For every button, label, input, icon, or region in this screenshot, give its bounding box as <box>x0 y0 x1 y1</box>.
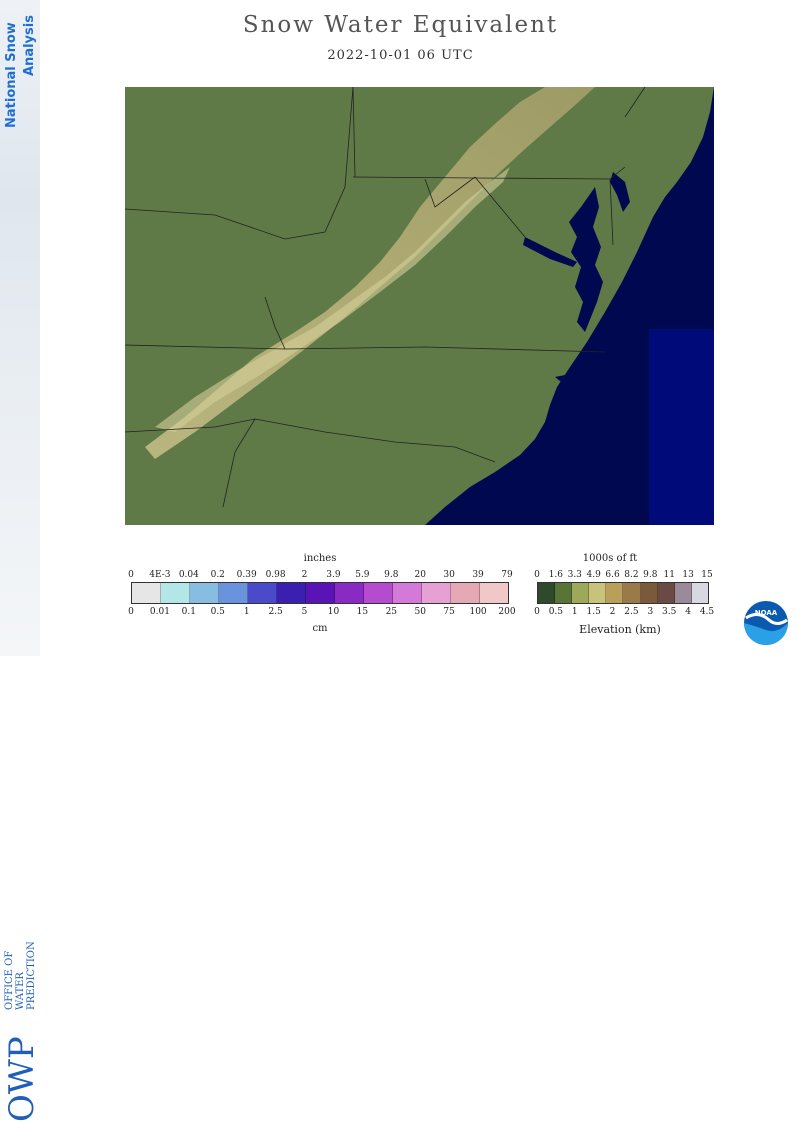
swe-swatch <box>248 583 277 603</box>
swe-swatch <box>219 583 248 603</box>
elevation-tick-label: 4.5 <box>699 607 715 617</box>
noaa-logo-text: NOAA <box>755 609 778 617</box>
swe-tick-label: 0.2 <box>210 570 225 580</box>
elevation-swatch <box>572 583 590 603</box>
elevation-swatch <box>691 583 708 603</box>
swe-colorbar <box>131 582 509 604</box>
swe-swatch <box>364 583 393 603</box>
elevation-tick-label: 0 <box>534 570 540 580</box>
swe-swatch <box>335 583 364 603</box>
owp-logo-line3: PREDICTION <box>26 941 37 1010</box>
elevation-tick-label: 0 <box>534 607 540 617</box>
elevation-tick-label: 6.6 <box>605 570 620 580</box>
swe-tick-label: 20 <box>414 570 426 580</box>
owp-logo-line1: OFFICE OF <box>4 950 15 1010</box>
noaa-logo: NOAA <box>744 601 788 645</box>
elevation-tick-label: 1 <box>571 607 578 617</box>
pamlico-sound <box>553 397 607 425</box>
sidebar-title-line1: National Snow <box>4 22 19 128</box>
swe-swatch <box>306 583 335 603</box>
swe-tick-label: 0.5 <box>210 607 225 617</box>
swe-swatch <box>422 583 451 603</box>
elevation-tick-label: 9.8 <box>643 570 658 580</box>
swe-swatch <box>190 583 219 603</box>
elevation-tick-label: 13 <box>682 570 694 580</box>
swe-tick-label: 1 <box>243 607 250 617</box>
swe-swatch <box>451 583 480 603</box>
swe-tick-label: 5.9 <box>355 570 370 580</box>
swe-swatch <box>393 583 422 603</box>
elevation-swatch <box>674 583 692 603</box>
potomac-river <box>523 237 577 267</box>
elevation-swatch <box>606 583 624 603</box>
blue-ridge <box>155 167 510 432</box>
swe-tick-label: 2 <box>301 570 308 580</box>
swe-legend-top-unit: inches <box>303 553 337 564</box>
swe-tick-label: 200 <box>498 607 516 617</box>
chesapeake-bay <box>569 187 603 332</box>
swe-tick-label: 15 <box>356 607 369 617</box>
swe-tick-label: 0.39 <box>236 570 257 580</box>
snow-map <box>125 87 714 525</box>
elevation-swatch <box>657 583 675 603</box>
swe-legend-bottom-unit: cm <box>312 623 328 634</box>
delaware-bay <box>610 172 630 212</box>
swe-swatch <box>480 583 508 603</box>
map-datetime: 2022-10-01 06 UTC <box>327 48 474 63</box>
elevation-tick-label: 1.6 <box>548 570 564 580</box>
owp-logo-line2: WATER <box>15 972 26 1010</box>
swe-tick-label: 5 <box>301 607 308 617</box>
elevation-tick-label: 4.9 <box>586 570 601 580</box>
swe-swatch <box>161 583 190 603</box>
atlantic-ocean <box>425 87 714 525</box>
swe-swatch <box>277 583 306 603</box>
swe-tick-label: 0.04 <box>178 570 199 580</box>
elevation-tick-label: 3 <box>647 607 654 617</box>
no-data-region <box>649 329 714 525</box>
elevation-legend-bottom-unit: Elevation (km) <box>579 623 661 636</box>
sidebar-banner: National Snow Analysis OWP OFFICE OF WAT… <box>0 0 42 1122</box>
elevation-swatch <box>623 583 641 603</box>
swe-tick-label: 75 <box>443 607 455 617</box>
elevation-tick-label: 3.5 <box>662 607 677 617</box>
elevation-swatch <box>589 583 607 603</box>
swe-tick-label: 30 <box>443 570 455 580</box>
elevation-tick-label: 3.3 <box>567 570 582 580</box>
swe-tick-label: 9.8 <box>384 570 399 580</box>
elevation-tick-label: 11 <box>663 570 675 580</box>
swe-tick-label: 25 <box>385 607 398 617</box>
albemarle-sound <box>555 369 617 385</box>
swe-tick-label: 2.5 <box>268 607 283 617</box>
elevation-tick-label: 2.5 <box>624 607 639 617</box>
swe-tick-label: 39 <box>472 570 484 580</box>
swe-tick-label: 50 <box>414 607 426 617</box>
elevation-tick-label: 4 <box>685 607 691 617</box>
swe-tick-label: 3.9 <box>326 570 341 580</box>
owp-logo-text: OWP <box>2 1036 42 1122</box>
state-boundaries <box>125 87 646 508</box>
elevation-tick-label: 1.5 <box>586 607 601 617</box>
swe-tick-label: 0 <box>128 607 134 617</box>
map-title: Snow Water Equivalent <box>242 12 559 38</box>
elevation-colorbar <box>537 582 709 604</box>
swe-tick-label: 10 <box>327 607 340 617</box>
swe-tick-label: 0 <box>128 570 134 580</box>
swe-swatch <box>132 583 161 603</box>
elevation-tick-label: 15 <box>701 570 713 580</box>
elevation-tick-label: 8.2 <box>624 570 639 580</box>
elevation-swatch <box>640 583 658 603</box>
owp-logo: OWP OFFICE OF WATER PREDICTION <box>0 470 42 1122</box>
elevation-swatch <box>538 583 556 603</box>
swe-tick-label: 0.98 <box>265 570 286 580</box>
swe-tick-label: 79 <box>501 570 513 580</box>
elevation-tick-label: 0.5 <box>548 607 564 617</box>
swe-tick-label: 100 <box>469 607 487 617</box>
elevation-legend-top-unit: 1000s of ft <box>582 553 638 564</box>
swe-tick-label: 4E-3 <box>149 570 171 580</box>
swe-tick-label: 0.1 <box>181 607 196 617</box>
elevation-tick-label: 2 <box>609 607 616 617</box>
swe-tick-label: 0.01 <box>149 607 170 617</box>
elevation-swatch <box>555 583 573 603</box>
